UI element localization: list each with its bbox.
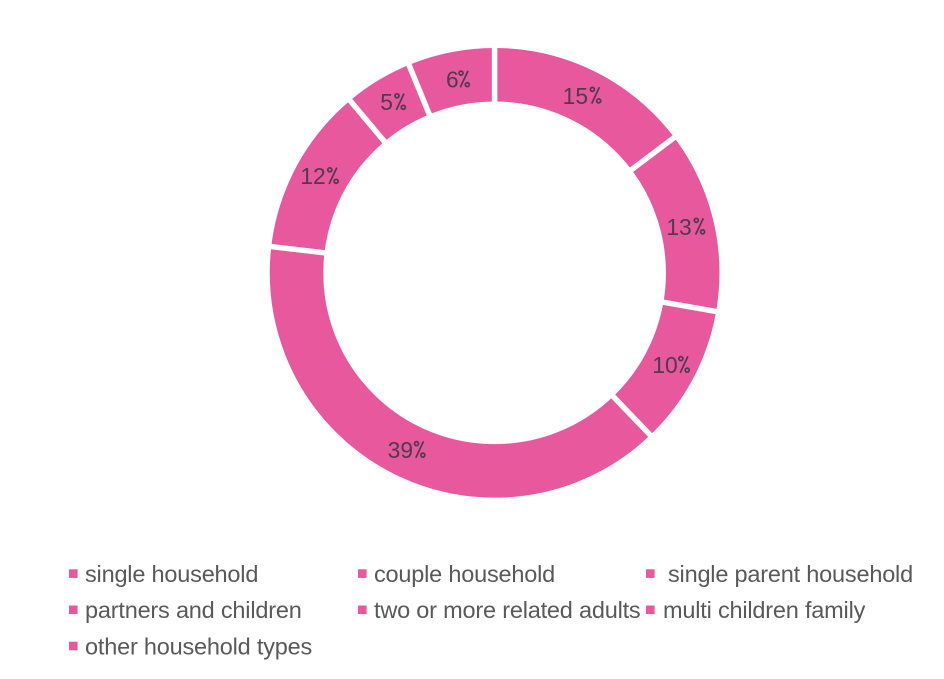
svg-text:12: 12 [300,163,325,189]
svg-text:multi children family: multi children family [663,597,866,623]
svg-text:39: 39 [388,437,413,463]
svg-text:10: 10 [652,352,677,378]
svg-text:two or more related adults: two or more related adults [374,597,641,623]
svg-text:couple household: couple household [374,561,555,587]
svg-text:5: 5 [380,89,393,115]
svg-text:partners and children: partners and children [85,597,302,623]
svg-text:6: 6 [446,67,459,93]
svg-text:single household: single household [85,561,258,587]
svg-text:13: 13 [666,214,691,240]
svg-text:single parent household: single parent household [668,561,913,587]
svg-text:other household types: other household types [85,633,312,659]
svg-text:15: 15 [563,83,588,109]
